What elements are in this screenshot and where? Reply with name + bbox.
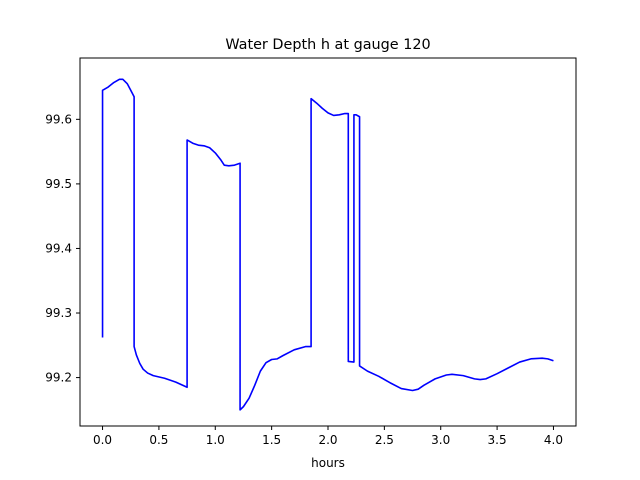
- y-tick-label: 99.4: [45, 241, 72, 255]
- x-axis-ticks: 0.0 0.5 1.0 1.5 2.0 2.5 3.0 3.5 4.0: [93, 426, 563, 447]
- y-tick-label: 99.3: [45, 306, 72, 320]
- x-tick-label: 2.0: [318, 433, 337, 447]
- y-tick-label: 99.5: [45, 177, 72, 191]
- y-tick-label: 99.2: [45, 371, 72, 385]
- x-axis-title: hours: [311, 456, 345, 470]
- y-axis-ticks: 99.2 99.3 99.4 99.5 99.6: [45, 112, 80, 385]
- x-tick-label: 3.5: [488, 433, 507, 447]
- x-tick-label: 3.0: [431, 433, 450, 447]
- x-tick-label: 0.5: [149, 433, 168, 447]
- x-tick-label: 1.0: [206, 433, 225, 447]
- y-tick-label: 99.6: [45, 112, 72, 126]
- x-tick-label: 0.0: [93, 433, 112, 447]
- chart-title: Water Depth h at gauge 120: [225, 37, 430, 53]
- x-tick-label: 1.5: [262, 433, 281, 447]
- x-tick-label: 2.5: [375, 433, 394, 447]
- series-line: [101, 78, 554, 411]
- x-tick-label: 4.0: [544, 433, 563, 447]
